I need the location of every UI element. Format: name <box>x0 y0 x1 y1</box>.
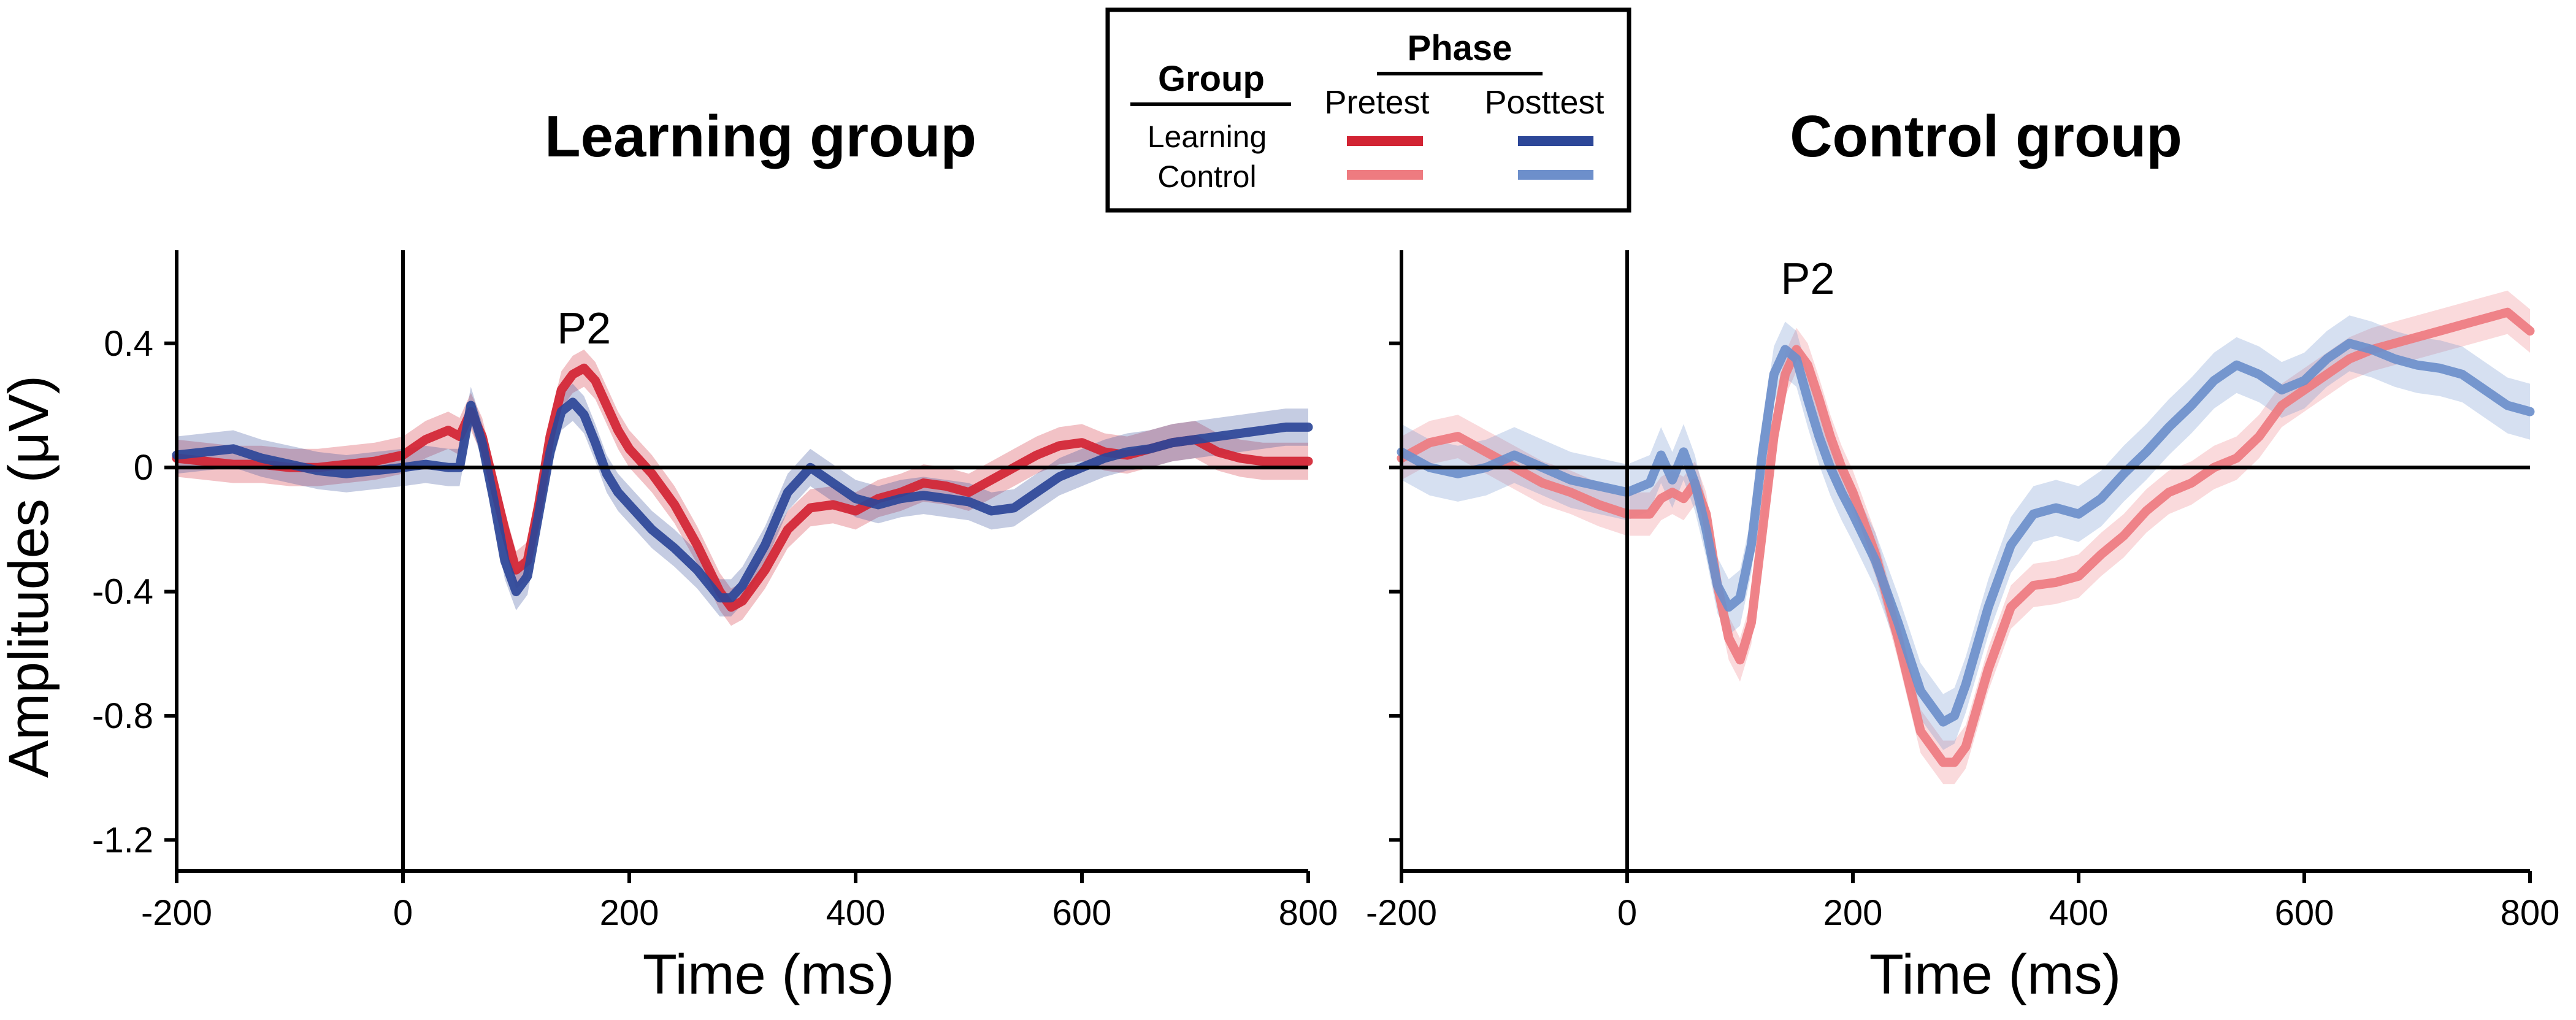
learning-x-tick-label: 0 <box>393 893 413 933</box>
learning-panel-title: Learning group <box>545 104 976 169</box>
learning-y-tick-label: -1.2 <box>92 820 153 860</box>
learning-p2-annotation: P2 <box>557 304 611 353</box>
y-axis-label: Amplitudes (μV) <box>0 375 60 778</box>
learning-y-tick-label: 0.4 <box>104 324 153 364</box>
control-p2-annotation: P2 <box>1781 255 1834 304</box>
learning-y-tick-label: -0.4 <box>92 572 153 612</box>
learning-x-tick-label: -200 <box>141 893 212 933</box>
learning-x-tick-label: 600 <box>1052 893 1112 933</box>
legend-posttest-label: Posttest <box>1484 84 1604 121</box>
control-x-tick-label: 800 <box>2501 893 2560 933</box>
control-x-tick-label: 400 <box>2049 893 2109 933</box>
control-x-tick-label: 600 <box>2275 893 2334 933</box>
control-posttest-line <box>1397 339 2535 727</box>
control-x-tick-label: 0 <box>1617 893 1637 933</box>
control-group-plot: -200 0 200 400 600 800 P2 <box>1366 250 2559 933</box>
learning-x-tick-label: 800 <box>1279 893 1338 933</box>
control-panel-title: Control group <box>1790 104 2182 169</box>
learning-y-tick-label: 0 <box>134 448 153 488</box>
legend-pretest-label: Pretest <box>1324 84 1429 121</box>
learning-pretest-line <box>172 363 1313 612</box>
control-posttest-error-band <box>1401 315 2530 750</box>
control-x-tick-label: -200 <box>1366 893 1437 933</box>
learning-y-tick-label: -0.8 <box>92 696 153 736</box>
control-x-tick-label: 200 <box>1823 893 1883 933</box>
legend-learning-label: Learning <box>1148 120 1267 154</box>
control-pretest-line <box>1397 307 2535 767</box>
control-x-axis-label: Time (ms) <box>1869 943 2122 1006</box>
legend-group-header: Group <box>1158 59 1265 99</box>
learning-pretest-error-band <box>177 349 1308 626</box>
learning-posttest-error-band <box>177 383 1308 617</box>
learning-x-tick-label: 400 <box>826 893 886 933</box>
legend: Group Phase Pretest Posttest Learning Co… <box>1105 7 1631 213</box>
learning-group-plot: -200 0 200 400 600 800 0.4 0 -0.4 -0.8 -1.2 P2 <box>92 250 1338 933</box>
learning-x-axis-label: Time (ms) <box>643 943 895 1006</box>
legend-phase-header: Phase <box>1408 28 1512 68</box>
legend-control-label: Control <box>1157 159 1256 194</box>
learning-x-tick-label: 200 <box>600 893 659 933</box>
